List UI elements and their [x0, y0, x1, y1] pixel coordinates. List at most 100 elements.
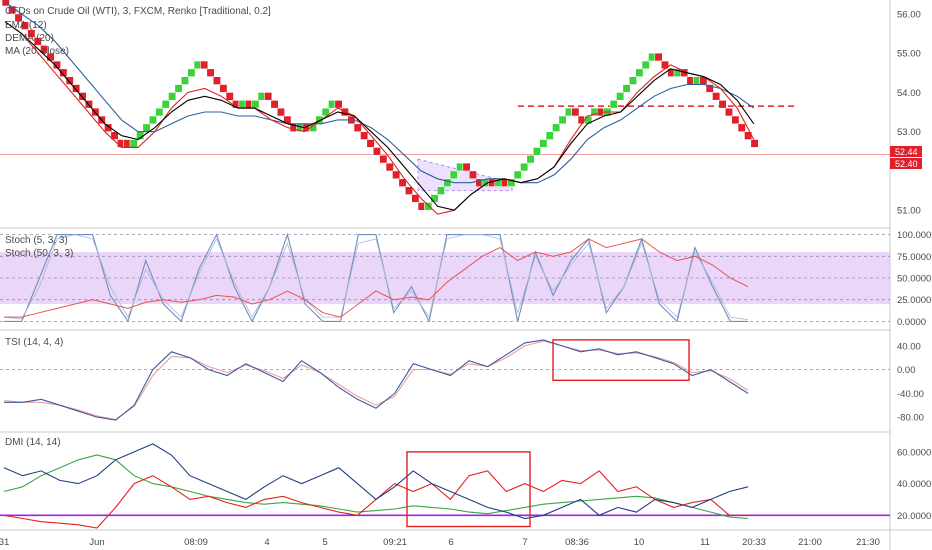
x-tick-label: 08:36 — [565, 537, 589, 548]
renko-brick-up — [443, 178, 452, 188]
renko-brick-up — [539, 139, 548, 148]
x-tick-label: 11 — [700, 537, 710, 548]
y-tick-label-stoch: 0.0000 — [897, 317, 926, 328]
renko-brick-up — [622, 84, 631, 93]
renko-brick-down — [353, 123, 362, 133]
renko-brick-down — [404, 186, 414, 195]
chart-title: CFDs on Crude Oil (WTI), 3, FXCM, Renko … — [5, 6, 271, 17]
renko-brick-down — [110, 131, 119, 140]
renko-brick-down — [78, 92, 87, 101]
renko-brick-up — [558, 115, 567, 125]
renko-brick-down — [14, 13, 23, 23]
renko-brick-down — [737, 123, 746, 133]
x-axis-labels: 31 Jun 08:09 4 5 09:21 6 7 08:36 10 11 20:33 21:00 21… — [0, 537, 880, 548]
renko-brick-down — [411, 194, 420, 203]
x-tick-label: 21:30 — [856, 537, 880, 548]
renko-brick-down — [468, 170, 478, 180]
renko-brick-down — [724, 107, 734, 117]
y-tick-label-stoch: 100.0000 — [897, 230, 932, 241]
legend-stoch-fast: Stoch (5, 3, 3) — [5, 235, 68, 246]
y-tick-label-tsi: -80.00 — [897, 413, 924, 424]
renko-brick-up — [129, 139, 138, 148]
renko-brick-down — [20, 21, 30, 30]
renko-brick-up — [449, 170, 458, 180]
renko-brick-up — [616, 92, 625, 101]
y-tick-label-price: 56.00 — [897, 9, 921, 20]
renko-brick-up — [545, 131, 554, 140]
renko-brick-down — [219, 84, 228, 93]
renko-brick-up — [168, 92, 177, 101]
last-price-tag — [890, 146, 922, 157]
renko-brick-down — [33, 37, 42, 46]
y-tick-label-price: 51.00 — [897, 206, 921, 217]
stochastic-panel[interactable] — [0, 232, 890, 324]
renko-brick-down — [52, 60, 62, 70]
renko-brick-up — [609, 100, 618, 109]
renko-brick-up — [142, 123, 151, 133]
renko-brick-down — [372, 147, 382, 156]
y-tick-label-stoch: 75.0000 — [897, 252, 931, 263]
tsi-line — [4, 339, 749, 421]
x-tick-label: 6 — [448, 537, 453, 548]
renko-brick-down — [392, 170, 401, 180]
renko-brick-up — [424, 202, 433, 211]
x-tick-label: 09:21 — [383, 537, 407, 548]
x-tick-label: 31 — [0, 537, 9, 548]
y-tick-label-price: 54.00 — [897, 88, 921, 99]
x-tick-label: 21:00 — [798, 537, 822, 548]
renko-brick-down — [212, 76, 221, 85]
renko-brick-down — [360, 131, 369, 140]
renko-brick-down — [72, 84, 81, 93]
legend-ema: EMA (12) — [5, 20, 47, 31]
renko-brick-down — [334, 100, 343, 109]
renko-brick-down — [206, 68, 215, 78]
x-tick-label: 10 — [634, 537, 645, 548]
ema-12-line — [4, 21, 755, 211]
dmi-panel[interactable] — [0, 443, 890, 529]
adx-line — [3, 454, 749, 520]
renko-brick-up — [520, 162, 529, 172]
renko-brick-down — [65, 76, 74, 85]
renko-brick-down — [712, 92, 721, 101]
renko-brick-up — [628, 76, 638, 85]
legend-ma: MA (20, close) — [5, 46, 69, 57]
renko-brick-down — [571, 107, 580, 117]
y-tick-label-tsi: -40.00 — [897, 389, 924, 400]
last-close-tag — [890, 158, 922, 169]
renko-brick-up — [436, 186, 446, 195]
stoch-slow-line — [4, 238, 749, 318]
renko-brick-down — [705, 84, 714, 93]
y-axis-labels: 56.00 55.00 54.00 53.00 51.00 100.0000 75.0000… — [897, 9, 932, 521]
tsi-panel[interactable] — [0, 339, 890, 421]
renko-brick-down — [200, 60, 209, 70]
renko-brick-down — [270, 100, 279, 109]
x-tick-label: 5 — [322, 537, 327, 548]
renko-brick-up — [148, 115, 157, 125]
dema-20-line — [4, 21, 755, 215]
y-tick-label-dmi: 60.0000 — [897, 447, 931, 458]
price-panel[interactable] — [0, 0, 890, 215]
legend-stoch-slow: Stoch (50, 3, 3) — [5, 248, 73, 259]
renko-brick-up — [641, 60, 650, 70]
legend-dema: DEMA (20) — [5, 33, 54, 44]
tsi-annotation-box — [552, 339, 690, 381]
y-tick-label-tsi: 0.00 — [897, 365, 916, 376]
renko-brick-down — [654, 52, 663, 62]
renko-brick-down — [264, 92, 273, 101]
renko-brick-down — [379, 154, 388, 164]
renko-brick-up — [552, 123, 561, 133]
renko-brick-up — [180, 76, 189, 85]
legend-tsi: TSI (14, 4, 4) — [5, 337, 63, 348]
x-tick-label: 7 — [522, 537, 527, 548]
renko-brick-down — [366, 139, 375, 148]
y-tick-label-tsi: 40.00 — [897, 341, 921, 352]
legend-dmi: DMI (14, 14) — [5, 437, 61, 448]
dmi-annotation-box — [406, 451, 531, 528]
x-tick-label: 20:33 — [742, 537, 766, 548]
renko-brick-up — [532, 147, 542, 156]
renko-brick-down — [276, 107, 286, 117]
y-tick-label-dmi: 20.0000 — [897, 511, 931, 522]
renko-brick-up — [507, 178, 516, 188]
last-price-label: 52.44 — [895, 147, 918, 157]
